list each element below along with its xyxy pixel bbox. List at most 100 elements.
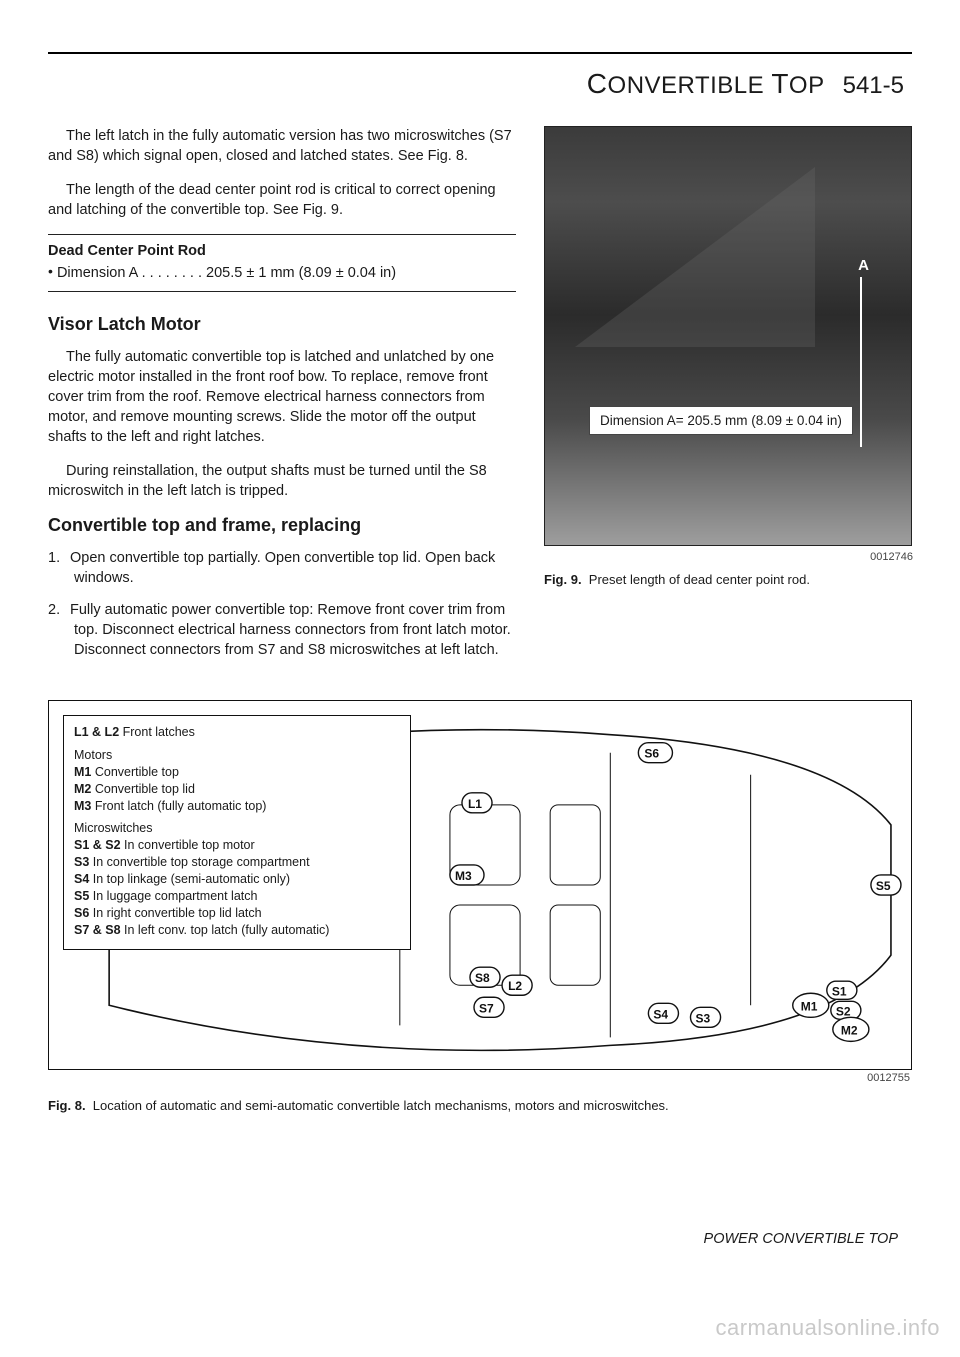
header-title-cap2: T (771, 68, 789, 99)
fig9-label-a: A (858, 257, 869, 274)
step-1: 1.Open convertible top partially. Open c… (48, 548, 516, 588)
left-column: The left latch in the fully automatic ve… (48, 126, 516, 672)
spec-title: Dead Center Point Rod (48, 243, 516, 259)
label-S1: S1 (827, 981, 857, 999)
figure-8-caption: Fig. 8. Location of automatic and semi-a… (48, 1098, 912, 1113)
watermark: carmanualsonline.info (715, 1315, 940, 1341)
legend-s6-b: S6 (74, 906, 89, 920)
header-page-number: 541-5 (843, 72, 904, 100)
legend-group-microswitches: Microswitches (74, 820, 400, 837)
legend-s5-t: In luggage compartment latch (89, 889, 257, 903)
svg-text:M1: M1 (801, 999, 818, 1013)
header-title-rest2: OP (789, 72, 825, 99)
legend-l1l2-b: L1 & L2 (74, 725, 119, 739)
label-S6: S6 (638, 743, 672, 763)
figure-9-image: A Dimension A= 205.5 mm (8.09 ± 0.04 in)… (544, 126, 912, 546)
label-M2: M2 (833, 1017, 869, 1041)
heading-top-frame-replacing: Convertible top and frame, replacing (48, 515, 516, 536)
legend-latches: L1 & L2 Front latches (74, 724, 400, 741)
figure-8-container: S6 L1 M3 S5 S8 L2 S7 S4 S3 M1 S1 S2 M2 L… (48, 700, 912, 1113)
para-intro-1: The left latch in the fully automatic ve… (48, 126, 516, 166)
para-visor-1: The fully automatic convertible top is l… (48, 347, 516, 447)
legend-s78: S7 & S8 In left conv. top latch (fully a… (74, 922, 400, 939)
legend-s12-b: S1 & S2 (74, 838, 121, 852)
fig8-cap-bold: Fig. 8. (48, 1098, 86, 1113)
svg-text:S1: S1 (832, 984, 847, 998)
legend-s4-b: S4 (74, 872, 89, 886)
legend-s78-t: In left conv. top latch (fully automatic… (121, 923, 330, 937)
fig8-image-id: 0012755 (48, 1072, 912, 1084)
svg-text:S6: S6 (644, 747, 659, 761)
fig8-legend: L1 & L2 Front latches Motors M1 Converti… (63, 715, 411, 950)
bullet-icon: • (48, 263, 53, 279)
fig9-dimension-line (860, 277, 862, 447)
fig9-cap-text: Preset length of dead center point rod. (589, 572, 810, 587)
legend-m2: M2 Convertible top lid (74, 781, 400, 798)
legend-m3-b: M3 (74, 799, 91, 813)
svg-text:S2: S2 (836, 1004, 851, 1018)
figure-8-image: S6 L1 M3 S5 S8 L2 S7 S4 S3 M1 S1 S2 M2 L… (48, 700, 912, 1070)
legend-l1l2: Front latches (119, 725, 195, 739)
right-column: A Dimension A= 205.5 mm (8.09 ± 0.04 in)… (544, 126, 912, 672)
figure-9-caption: Fig. 9. Preset length of dead center poi… (544, 572, 912, 587)
seat-4 (550, 905, 600, 985)
spec-dead-center-rod: Dead Center Point Rod • Dimension A . . … (48, 234, 516, 292)
legend-s6: S6 In right convertible top lid latch (74, 905, 400, 922)
label-M3: M3 (450, 865, 484, 885)
fig9-shade (575, 167, 815, 347)
footer-section-title: POWER CONVERTIBLE TOP (704, 1231, 898, 1247)
svg-text:S7: S7 (479, 1001, 494, 1015)
spec-dots: . . . . . . . . (138, 265, 207, 281)
label-L2: L2 (502, 975, 532, 995)
step-2: 2.Fully automatic power convertible top:… (48, 600, 516, 660)
header-title-cap1: C (587, 68, 608, 99)
svg-text:S4: S4 (653, 1007, 668, 1021)
label-L1: L1 (462, 793, 492, 813)
label-S2: S2 (831, 1001, 861, 1019)
legend-group-motors: Motors (74, 747, 400, 764)
svg-text:L1: L1 (468, 797, 482, 811)
header-title: CONVERTIBLE TOP (587, 68, 825, 100)
svg-text:L2: L2 (508, 979, 522, 993)
legend-s4: S4 In top linkage (semi-automatic only) (74, 871, 400, 888)
legend-m3: M3 Front latch (fully automatic top) (74, 798, 400, 815)
legend-s3-b: S3 (74, 855, 89, 869)
label-S8: S8 (470, 967, 500, 987)
legend-m3-t: Front latch (fully automatic top) (91, 799, 266, 813)
svg-text:S3: S3 (696, 1011, 711, 1025)
legend-m1-t: Convertible top (91, 765, 179, 779)
legend-s3: S3 In convertible top storage compartmen… (74, 854, 400, 871)
label-S3: S3 (690, 1007, 720, 1027)
legend-s78-b: S7 & S8 (74, 923, 121, 937)
legend-m1: M1 Convertible top (74, 764, 400, 781)
legend-m2-b: M2 (74, 782, 91, 796)
heading-visor-latch-motor: Visor Latch Motor (48, 314, 516, 335)
page: CONVERTIBLE TOP 541-5 The left latch in … (0, 0, 960, 1357)
header-title-rest1: ONVERTIBLE (608, 72, 765, 99)
step-1-text: Open convertible top partially. Open con… (70, 550, 495, 586)
step-num-1: 1. (48, 548, 70, 568)
fig9-cap-bold: Fig. 9. (544, 572, 582, 587)
legend-s12: S1 & S2 In convertible top motor (74, 837, 400, 854)
label-S4: S4 (648, 1003, 678, 1023)
step-2-text: Fully automatic power convertible top: R… (70, 602, 511, 658)
svg-text:S5: S5 (876, 879, 891, 893)
legend-s4-t: In top linkage (semi-automatic only) (89, 872, 290, 886)
svg-text:M2: M2 (841, 1023, 858, 1037)
legend-s5: S5 In luggage compartment latch (74, 888, 400, 905)
svg-text:S8: S8 (475, 971, 490, 985)
label-S5: S5 (871, 875, 901, 895)
spec-value: 205.5 ± 1 mm (8.09 ± 0.04 in) (206, 265, 396, 281)
spec-line: • Dimension A . . . . . . . . 205.5 ± 1 … (48, 263, 516, 281)
fig9-image-id: 0012746 (870, 551, 913, 563)
para-intro-2: The length of the dead center point rod … (48, 180, 516, 220)
label-S7: S7 (474, 997, 504, 1017)
legend-m2-t: Convertible top lid (91, 782, 195, 796)
legend-s6-t: In right convertible top lid latch (89, 906, 261, 920)
procedure-steps: 1.Open convertible top partially. Open c… (48, 548, 516, 660)
fig8-cap-text: Location of automatic and semi-automatic… (93, 1098, 669, 1113)
legend-s5-b: S5 (74, 889, 89, 903)
spec-label: Dimension A (57, 265, 138, 281)
legend-s12-t: In convertible top motor (121, 838, 255, 852)
label-M1: M1 (793, 993, 829, 1017)
